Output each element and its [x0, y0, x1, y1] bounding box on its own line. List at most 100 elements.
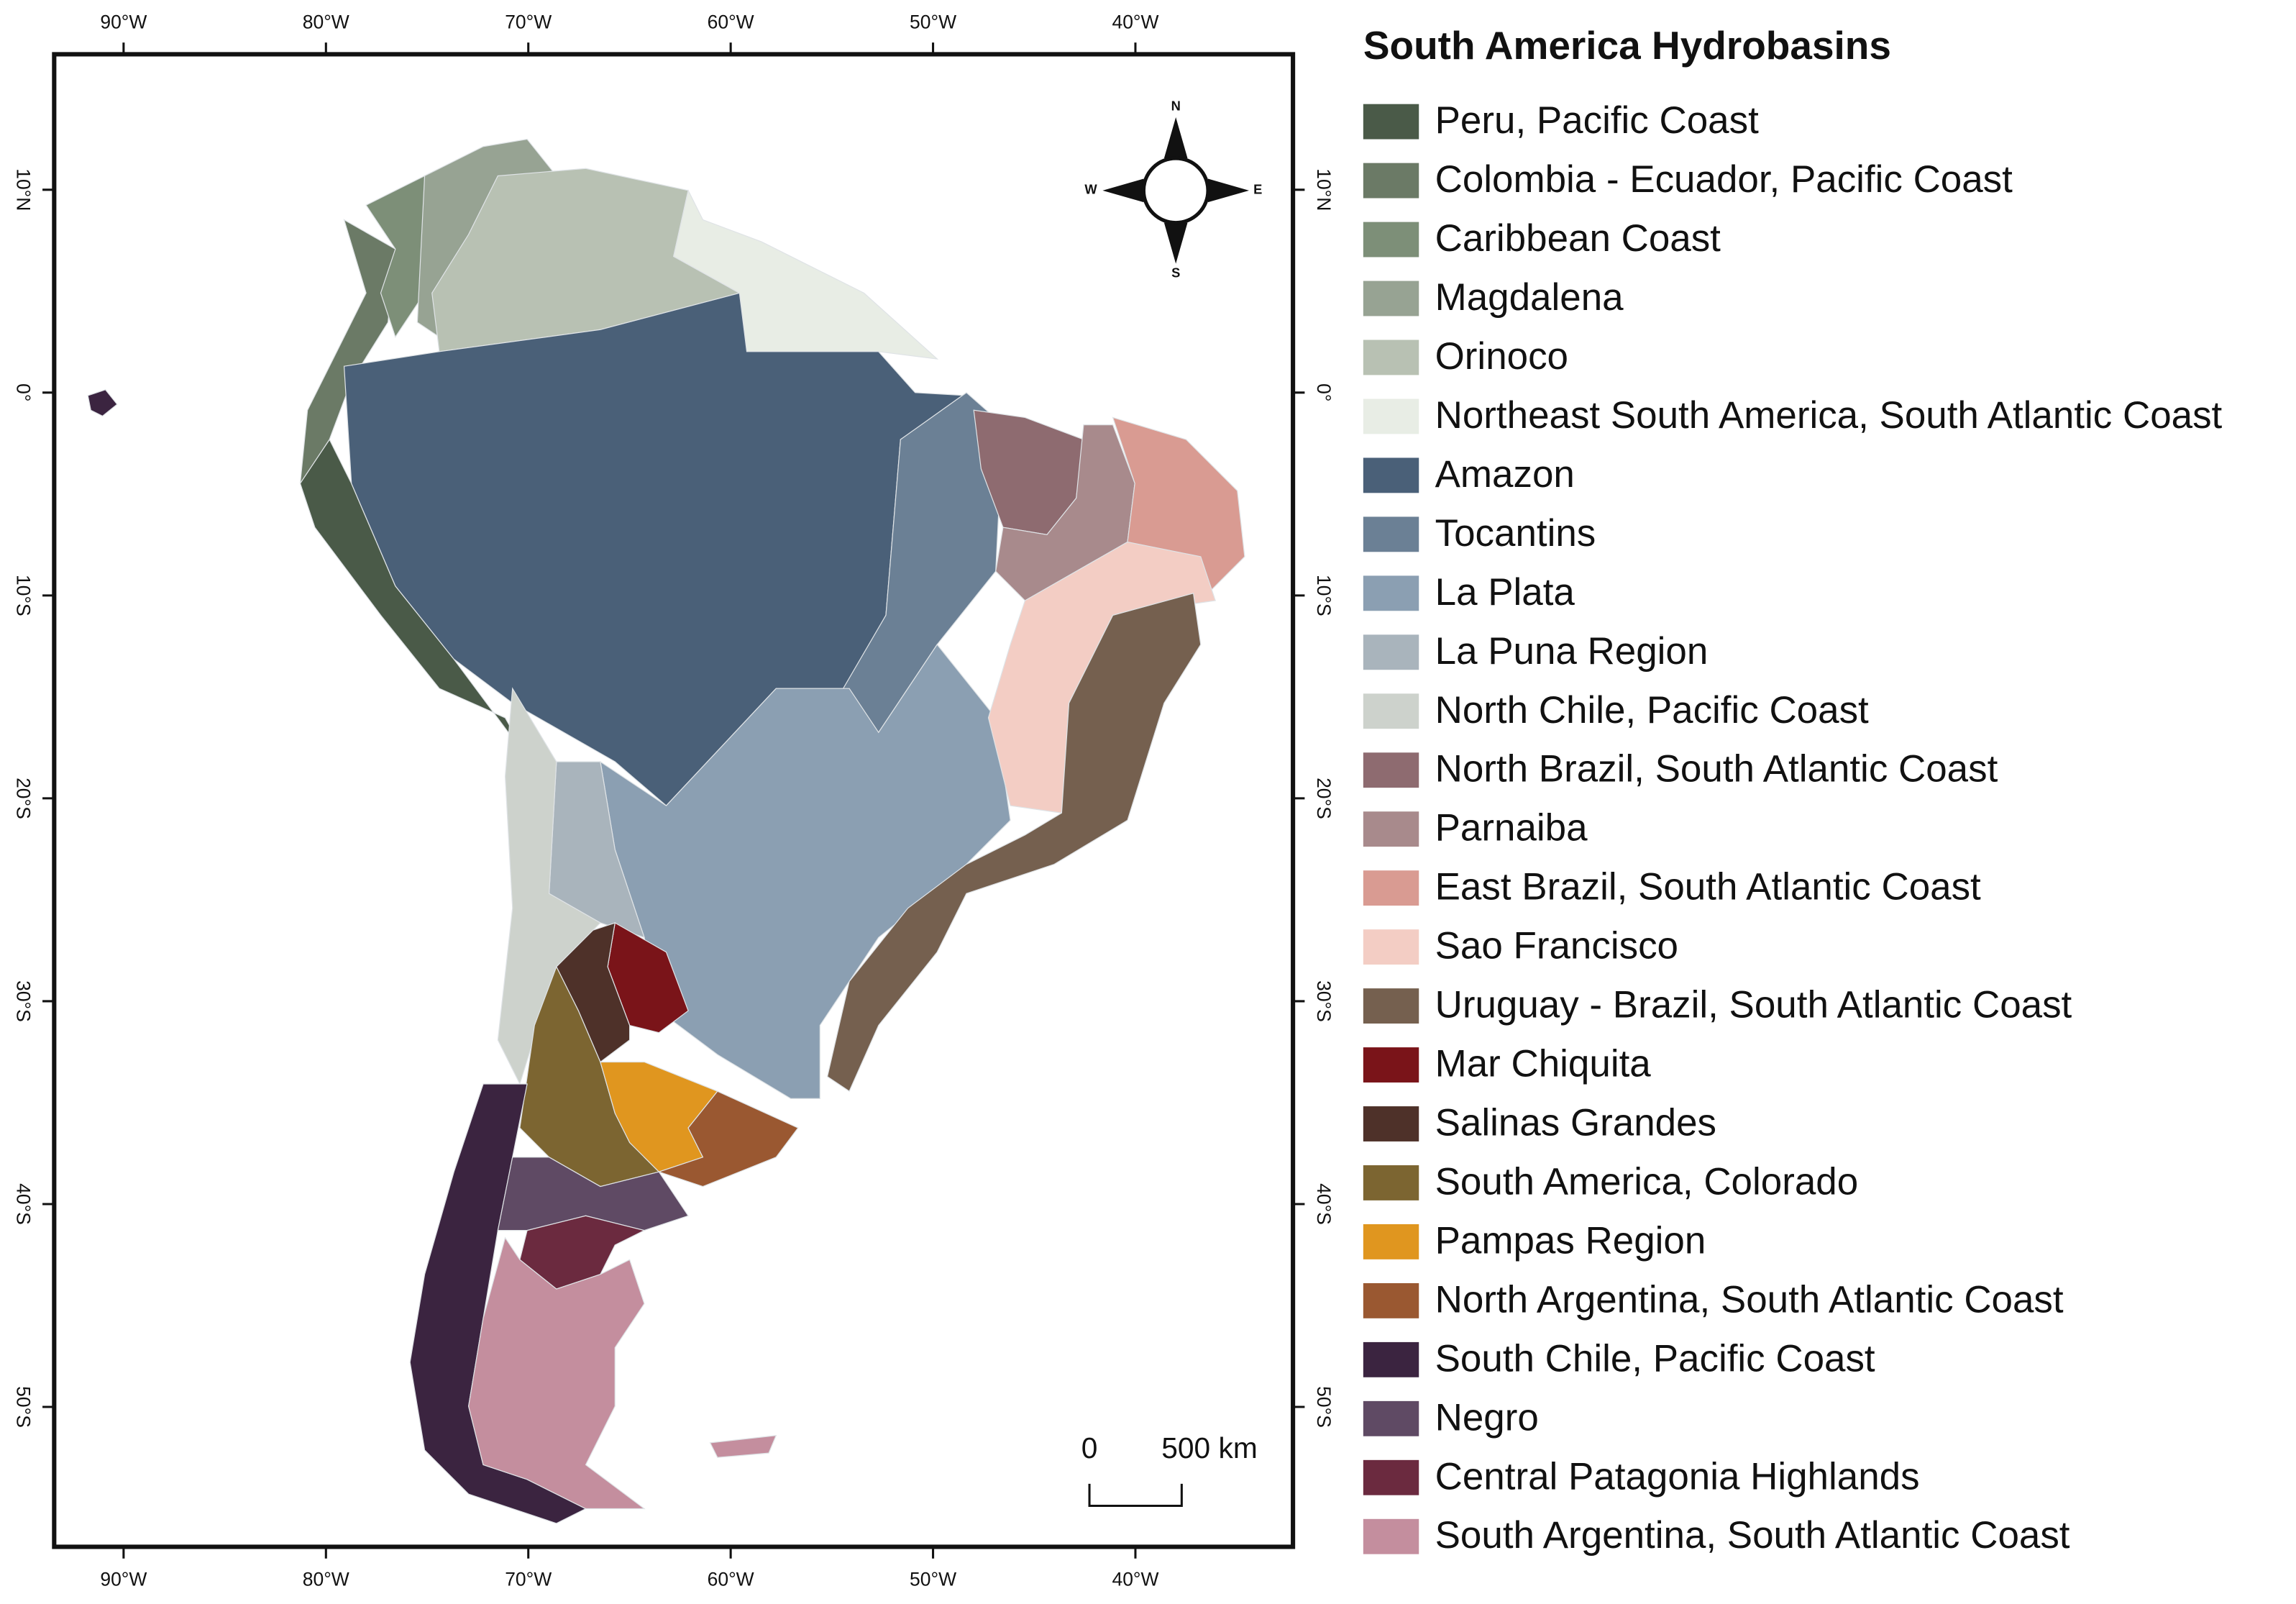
legend-swatch [1363, 281, 1419, 316]
legend-swatch [1363, 1106, 1419, 1142]
legend-swatch [1363, 811, 1419, 847]
lon-label: 80°W [303, 12, 349, 33]
legend-swatch [1363, 752, 1419, 788]
basin [87, 389, 118, 417]
compass-arrow [1207, 178, 1250, 203]
legend-swatch [1363, 340, 1419, 375]
lat-label: 40°S [13, 1183, 35, 1225]
lat-label: 20°S [13, 778, 35, 819]
lon-label: 80°W [303, 1568, 349, 1590]
lat-label: 10°N [1313, 168, 1335, 211]
legend-label: Orinoco [1435, 335, 1568, 378]
legend-swatch [1363, 104, 1419, 140]
basin [657, 1090, 799, 1188]
compass-n: N [1171, 99, 1181, 114]
lat-label: 0° [1313, 383, 1335, 401]
legend-swatch [1363, 457, 1419, 493]
legend-label: La Puna Region [1435, 630, 1709, 673]
legend-swatch [1363, 1223, 1419, 1259]
legend-label: North Chile, Pacific Coast [1435, 689, 1869, 732]
compass-ring [1141, 156, 1210, 225]
legend-label: East Brazil, South Atlantic Coast [1435, 866, 1981, 908]
legend-label: South Chile, Pacific Coast [1435, 1337, 1875, 1380]
lat-label: 40°S [1313, 1183, 1335, 1225]
legend-swatch [1363, 1047, 1419, 1083]
legend-swatch [1363, 1165, 1419, 1200]
lon-label: 60°W [708, 1568, 754, 1590]
lon-label: 40°W [1112, 12, 1158, 33]
compass-s: S [1171, 265, 1180, 281]
legend-label: Tocantins [1435, 512, 1596, 555]
legend-label: South America, Colorado [1435, 1160, 1859, 1203]
legend-swatch [1363, 163, 1419, 199]
compass-arrow [1102, 178, 1144, 203]
lat-label: 10°S [1313, 575, 1335, 616]
lon-label: 40°W [1112, 1568, 1158, 1590]
compass: N S W E [1084, 99, 1262, 281]
legend-label: Colombia - Ecuador, Pacific Coast [1435, 158, 2013, 201]
legend-swatch [1363, 222, 1419, 258]
scale-end: 500 km [1161, 1431, 1258, 1464]
basins [87, 138, 1245, 1524]
scale-start: 0 [1081, 1431, 1098, 1464]
lon-label: 50°W [910, 12, 956, 33]
basin [468, 1236, 646, 1510]
lat-label: 10°N [13, 168, 35, 211]
lon-label: 60°W [708, 12, 754, 33]
legend-label: Negro [1435, 1396, 1539, 1439]
lat-label: 0° [13, 383, 35, 401]
basin [826, 593, 1202, 1093]
legend-swatch [1363, 575, 1419, 611]
lon-label: 70°W [505, 12, 552, 33]
lon-label: 90°W [100, 12, 147, 33]
legend-swatch [1363, 516, 1419, 552]
legend-label: Amazon [1435, 453, 1575, 496]
basin [497, 1157, 690, 1231]
legend-swatch [1363, 988, 1419, 1024]
legend-swatch [1363, 1282, 1419, 1318]
scale-bar: 0 500 km [1081, 1431, 1258, 1507]
lon-label: 70°W [505, 1568, 552, 1590]
legend-swatch [1363, 634, 1419, 670]
legend-label: Salinas Grandes [1435, 1102, 1716, 1144]
legend-label: North Argentina, South Atlantic Coast [1435, 1278, 2064, 1321]
legend-swatch [1363, 1400, 1419, 1436]
legend-label: Uruguay - Brazil, South Atlantic Coast [1435, 984, 2072, 1026]
lat-label: 50°S [13, 1386, 35, 1428]
legend-label: Central Patagonia Highlands [1435, 1455, 1920, 1498]
lon-label: 50°W [910, 1568, 956, 1590]
legend-label: Peru, Pacific Coast [1435, 99, 1759, 142]
legend-label: North Brazil, South Atlantic Coast [1435, 748, 1998, 790]
scale-line [1088, 1483, 1183, 1507]
basin [709, 1435, 777, 1458]
compass-w: W [1084, 182, 1097, 197]
legend-swatch [1363, 1518, 1419, 1554]
lat-label: 10°S [13, 575, 35, 616]
compass-arrow [1163, 117, 1188, 159]
lat-label: 20°S [1313, 778, 1335, 819]
compass-e: E [1253, 182, 1262, 197]
legend-label: Pampas Region [1435, 1219, 1706, 1262]
legend: Peru, Pacific Coast Colombia - Ecuador, P… [1363, 99, 2223, 1557]
lat-label: 30°S [1313, 980, 1335, 1022]
lon-label: 90°W [100, 1568, 147, 1590]
legend-label: Mar Chiquita [1435, 1043, 1652, 1085]
legend-title: South America Hydrobasins [1363, 23, 1891, 68]
legend-label: Sao Francisco [1435, 925, 1678, 967]
graticule: 90°W 90°W 80°W 80°W 70°W 70°W 60°W 60°W 50°W 50°W… [13, 12, 1335, 1590]
legend-label: La Plata [1435, 571, 1575, 614]
lat-label: 50°S [1313, 1386, 1335, 1428]
legend-swatch [1363, 1341, 1419, 1377]
legend-label: Caribbean Coast [1435, 217, 1721, 260]
legend-swatch [1363, 398, 1419, 434]
legend-swatch [1363, 870, 1419, 906]
legend-swatch [1363, 1459, 1419, 1495]
lat-label: 30°S [13, 980, 35, 1022]
legend-swatch [1363, 693, 1419, 729]
compass-arrow [1163, 222, 1188, 264]
basin [673, 189, 939, 360]
legend-label: Northeast South America, South Atlantic … [1435, 394, 2223, 437]
legend-swatch [1363, 929, 1419, 965]
